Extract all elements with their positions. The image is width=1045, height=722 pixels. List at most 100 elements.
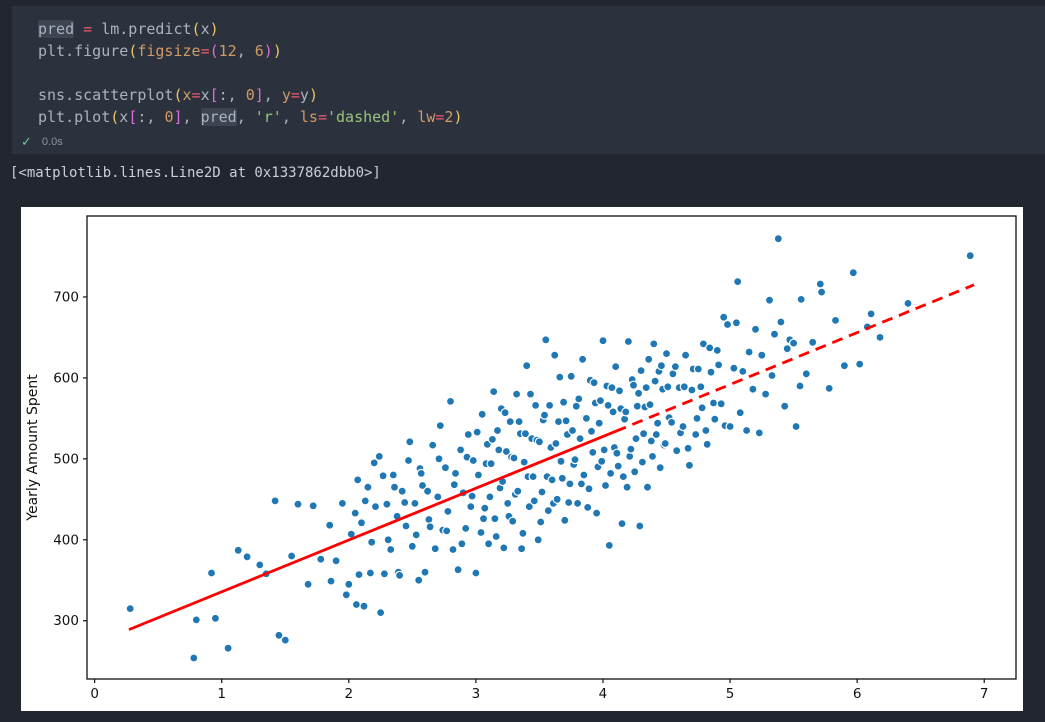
scatter-point <box>478 514 489 524</box>
scatter-point <box>618 472 628 482</box>
scatter-point <box>480 503 490 513</box>
code-token: , <box>399 108 418 126</box>
scatter-point <box>206 568 217 578</box>
scatter-point <box>435 421 445 431</box>
scatter-point <box>621 407 631 417</box>
scatter-point <box>443 506 453 516</box>
scatter-point <box>564 497 574 508</box>
scatter-point <box>748 384 758 394</box>
scatter-point <box>537 487 547 497</box>
y-tick-label: 300 <box>53 613 79 629</box>
scatter-point <box>557 473 567 483</box>
code-cell: pred = lm.predict(x) plt.figure(figsize=(… <box>12 6 1045 154</box>
code-token: x <box>182 86 192 104</box>
scatter-point <box>735 408 745 418</box>
code-token: 12 <box>218 42 237 60</box>
scatter-point <box>466 502 476 512</box>
x-tick-label: 0 <box>90 686 99 702</box>
scatter-point <box>672 446 682 456</box>
scatter-point <box>760 389 771 399</box>
scatter-point <box>644 354 654 364</box>
code-token: plt.plot <box>38 108 111 126</box>
scatter-point <box>337 498 347 508</box>
scatter-point <box>801 369 811 379</box>
y-tick-label: 700 <box>53 289 79 305</box>
code-token: 2 <box>444 108 454 126</box>
scatter-point <box>769 329 780 339</box>
scatter-point <box>512 389 522 399</box>
code-token: ( <box>110 108 120 126</box>
highlighted-code-token: pred <box>200 108 237 126</box>
scatter-point <box>556 456 566 466</box>
scatter-point <box>403 455 414 466</box>
scatter-point <box>509 453 519 463</box>
code-token: ) <box>263 42 273 60</box>
scatter-point <box>374 451 384 461</box>
scatter-point <box>433 492 443 502</box>
scatter-point <box>356 518 367 528</box>
scatter-point <box>344 579 354 589</box>
scatter-point <box>565 479 575 489</box>
scatter-point <box>484 539 494 549</box>
scatter-point <box>661 349 672 359</box>
scatter-point <box>485 492 495 502</box>
scatter-point <box>656 361 667 371</box>
scatter-point <box>517 544 527 554</box>
scatter-plot: 0 1 2 3 4 5 6 7 300 400 500 600 700 Yearly Amount Spe… <box>25 215 1017 702</box>
scatter-point <box>738 366 748 376</box>
code-token: ( <box>173 86 183 104</box>
plot-area-border <box>86 215 1017 680</box>
code-token: ) <box>453 108 463 126</box>
execution-time: 0.0s <box>41 136 63 148</box>
code-token: [ <box>128 108 138 126</box>
scatter-point <box>341 590 351 600</box>
scatter-point <box>678 421 688 432</box>
scatter-point <box>598 336 608 346</box>
scatter-point <box>287 551 297 561</box>
code-editor[interactable]: pred = lm.predict(x) plt.figure(figsize=(… <box>12 18 1045 128</box>
scatter-point <box>612 448 622 458</box>
code-line: plt.figure(figsize=(12, 6)) <box>38 40 1045 62</box>
scatter-point <box>716 399 726 409</box>
scatter-point <box>600 480 611 491</box>
scatter-point <box>597 456 607 466</box>
code-token: = <box>435 108 445 126</box>
scatter-point <box>591 508 602 518</box>
scatter-point <box>719 312 729 322</box>
scatter-point <box>558 397 569 407</box>
scatter-point <box>796 294 806 305</box>
scatter-point <box>274 630 284 640</box>
code-token: y <box>299 86 309 104</box>
scatter-point <box>524 502 534 512</box>
scatter-point <box>379 569 389 579</box>
x-tick-label: 6 <box>853 686 862 702</box>
scatter-point <box>350 508 360 518</box>
scatter-point <box>494 445 504 455</box>
notebook-page: pred = lm.predict(x) plt.figure(figsize=(… <box>0 6 1045 711</box>
scatter-point <box>395 570 405 580</box>
scatter-point <box>467 491 477 501</box>
scatter-point <box>575 434 585 444</box>
scatter-point <box>522 361 532 371</box>
scatter-point <box>360 496 370 506</box>
scatter-point <box>693 364 703 374</box>
scatter-point <box>776 317 786 327</box>
scatter-point <box>788 338 799 348</box>
scatter-point <box>500 408 510 418</box>
scatter-point <box>363 482 373 492</box>
scatter-point <box>423 486 433 496</box>
scatter-point <box>543 506 553 516</box>
y-tick-label: 600 <box>53 370 79 386</box>
scatter-point <box>583 502 593 512</box>
scatter-point <box>702 439 712 449</box>
code-token: ] <box>254 86 264 104</box>
highlighted-code-token: pred <box>38 20 75 38</box>
scatter-point <box>293 499 303 509</box>
scatter-point <box>750 324 761 334</box>
x-tick-label: 7 <box>980 686 989 702</box>
scatter-point <box>697 403 707 413</box>
scatter-point <box>839 361 850 371</box>
scatter-point <box>499 543 509 553</box>
scatter-point <box>572 498 583 508</box>
scatter-point <box>473 470 483 480</box>
